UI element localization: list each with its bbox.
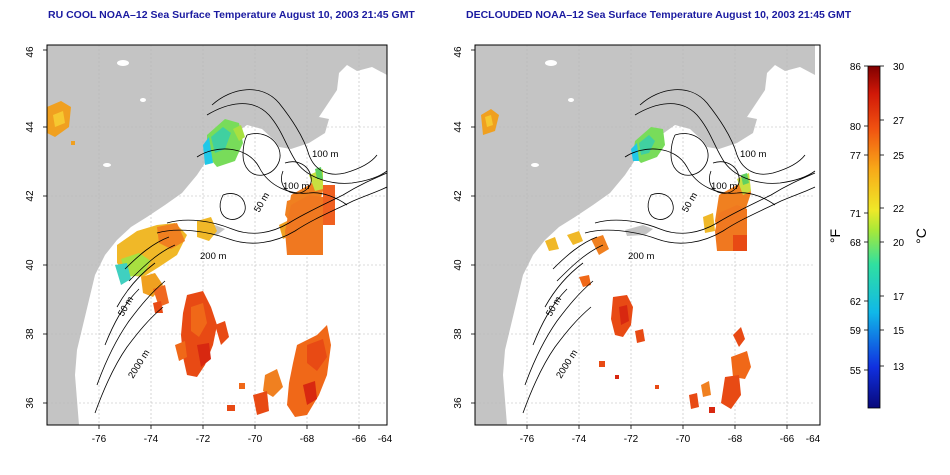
y-tick: 38 bbox=[25, 328, 36, 340]
x-tick: -66 bbox=[352, 434, 367, 445]
x-tick: -74 bbox=[144, 434, 159, 445]
contour-label-100m-a: 100 m bbox=[740, 149, 766, 160]
right-y-tick-labels: 36 38 40 42 44 46 bbox=[453, 46, 464, 409]
right-panel-title: DECLOUDED NOAA–12 Sea Surface Temperatur… bbox=[466, 9, 852, 21]
x-tick: -76 bbox=[520, 434, 535, 445]
left-panel-title: RU COOL NOAA–12 Sea Surface Temperature … bbox=[48, 9, 415, 21]
x-tick: -72 bbox=[196, 434, 211, 445]
y-tick: 36 bbox=[453, 397, 464, 409]
left-x-tick-labels: -76 -74 -72 -70 -68 -66 -64 bbox=[92, 434, 393, 445]
right-plot-frame bbox=[474, 44, 821, 426]
y-tick: 40 bbox=[453, 259, 464, 271]
f-tick: 62 bbox=[850, 297, 862, 308]
x-tick: -68 bbox=[728, 434, 743, 445]
fahrenheit-unit-label: °F bbox=[827, 229, 843, 243]
y-tick: 38 bbox=[453, 328, 464, 340]
y-tick: 42 bbox=[25, 190, 36, 202]
left-y-tick-labels: 36 38 40 42 44 46 bbox=[25, 46, 36, 409]
contour-label-100m-b: 100 m bbox=[711, 181, 737, 192]
c-tick: 17 bbox=[893, 292, 905, 303]
left-plot-frame bbox=[46, 44, 388, 426]
x-tick: -72 bbox=[624, 434, 639, 445]
c-tick: 15 bbox=[893, 326, 905, 337]
f-tick: 68 bbox=[850, 238, 862, 249]
celsius-unit-label: °C bbox=[913, 228, 929, 244]
y-tick: 44 bbox=[25, 121, 36, 133]
colorbar-fahrenheit-ticks: 86 80 77 71 68 62 59 55 bbox=[850, 62, 862, 377]
x-tick: -66 bbox=[780, 434, 795, 445]
f-tick: 86 bbox=[850, 62, 862, 73]
x-tick: -76 bbox=[92, 434, 107, 445]
c-tick: 20 bbox=[893, 238, 905, 249]
colorbar-celsius-ticks: 30 27 25 22 20 17 15 13 bbox=[893, 62, 905, 373]
colorbar-gradient bbox=[867, 65, 881, 409]
f-tick: 71 bbox=[850, 209, 862, 220]
y-tick: 40 bbox=[25, 259, 36, 271]
y-tick: 46 bbox=[453, 46, 464, 58]
y-tick: 46 bbox=[25, 46, 36, 58]
x-tick: -64 bbox=[806, 434, 821, 445]
x-tick: -70 bbox=[676, 434, 691, 445]
contour-label-100m-b: 100 m bbox=[283, 181, 309, 192]
f-tick: 55 bbox=[850, 366, 862, 377]
y-tick: 42 bbox=[453, 190, 464, 202]
contour-label-100m-a: 100 m bbox=[312, 149, 338, 160]
c-tick: 27 bbox=[893, 116, 905, 127]
contour-label-200m: 200 m bbox=[200, 251, 226, 262]
f-tick: 80 bbox=[850, 122, 862, 133]
right-map-panel: 100 m 100 m 50 m 200 m 50 m 2000 m -76 -… bbox=[453, 44, 821, 445]
x-tick: -70 bbox=[248, 434, 263, 445]
contour-label-200m: 200 m bbox=[628, 251, 654, 262]
x-tick: -74 bbox=[572, 434, 587, 445]
c-tick: 22 bbox=[893, 204, 905, 215]
f-tick: 59 bbox=[850, 326, 862, 337]
c-tick: 30 bbox=[893, 62, 905, 73]
y-tick: 36 bbox=[25, 397, 36, 409]
f-tick: 77 bbox=[850, 151, 862, 162]
left-map-panel: 100 m 100 m 50 m 200 m 50 m 2000 m -76 -… bbox=[25, 44, 393, 445]
x-tick: -68 bbox=[300, 434, 315, 445]
right-sst-patches bbox=[481, 109, 751, 413]
c-tick: 13 bbox=[893, 362, 905, 373]
right-x-tick-labels: -76 -74 -72 -70 -68 -66 -64 bbox=[520, 434, 821, 445]
c-tick: 25 bbox=[893, 151, 905, 162]
left-sst-patches bbox=[47, 101, 335, 417]
colorbar: 86 80 77 71 68 62 59 55 30 27 25 22 20 1… bbox=[827, 62, 929, 409]
y-tick: 44 bbox=[453, 121, 464, 133]
x-tick: -64 bbox=[378, 434, 393, 445]
